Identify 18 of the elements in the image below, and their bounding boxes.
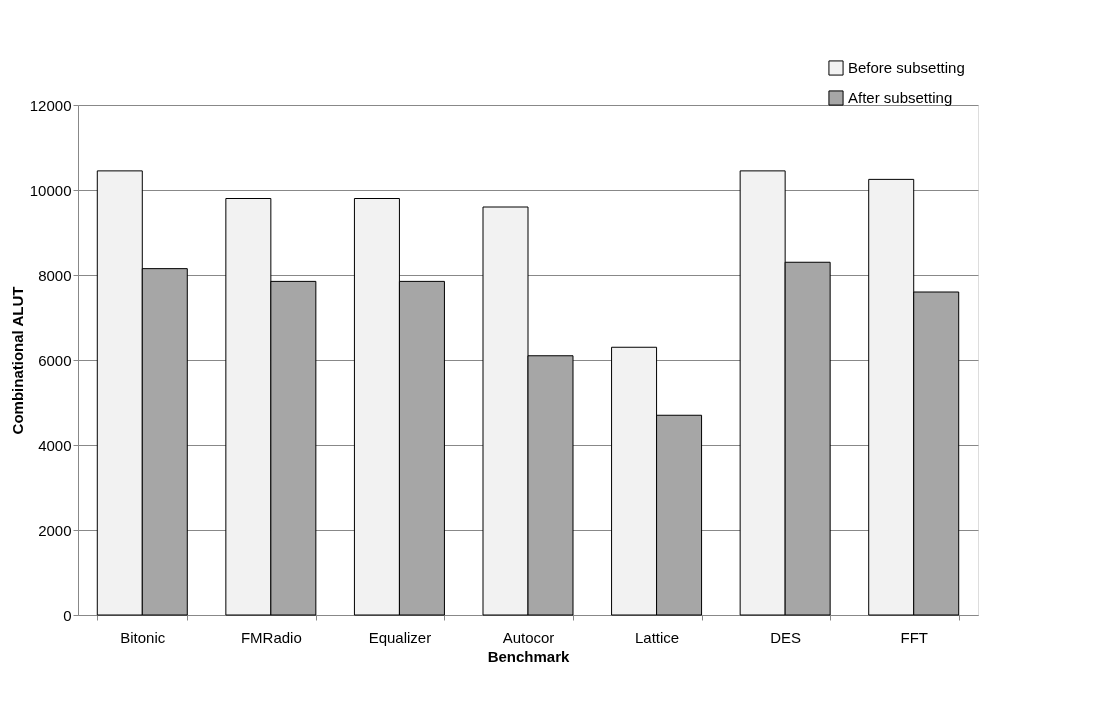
y-tick-label: 2000 — [38, 521, 72, 539]
y-tick-label: 12000 — [29, 96, 72, 114]
x-tick-label: Autocor — [502, 628, 555, 646]
x-tick-label: FMRadio — [240, 628, 302, 646]
y-tick-label: 4000 — [38, 436, 72, 454]
x-axis-title: Benchmark — [487, 647, 571, 665]
y-tick-label: 10000 — [29, 181, 72, 199]
y-tick-label: 6000 — [38, 351, 72, 369]
x-tick-label: FFT — [900, 628, 928, 646]
legend-label: After subsetting — [848, 89, 953, 106]
legend-label: Before subsetting — [848, 59, 965, 76]
x-tick-label: Bitonic — [120, 628, 166, 646]
x-tick-label: Equalizer — [368, 628, 432, 646]
y-tick-label: 8000 — [38, 266, 72, 284]
y-axis-title: Combinational ALUT — [8, 286, 26, 435]
x-tick-label: Lattice — [634, 628, 680, 646]
x-tick-label: DES — [770, 628, 802, 646]
y-tick-label: 0 — [63, 606, 72, 624]
